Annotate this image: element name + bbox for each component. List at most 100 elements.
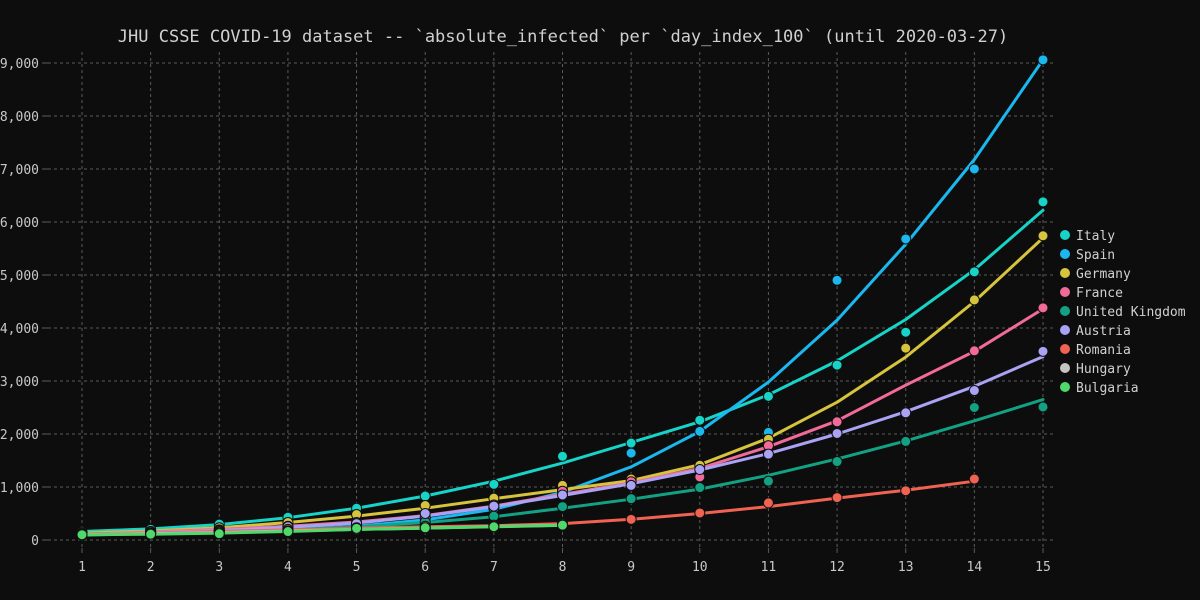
data-point-germany [900, 342, 912, 354]
legend-label-hungary: Hungary [1076, 362, 1131, 377]
data-point-spain [625, 447, 637, 459]
legend-label-austria: Austria [1076, 324, 1131, 339]
x-tick-label: 11 [761, 560, 777, 575]
legend-marker-bulgaria [1060, 382, 1070, 392]
x-tick-label: 5 [353, 560, 361, 575]
data-point-united-kingdom [488, 510, 500, 522]
y-tick-label: 5,000 [0, 269, 39, 284]
data-point-romania [625, 513, 637, 525]
x-tick-label: 4 [284, 560, 292, 575]
data-point-bulgaria [419, 522, 431, 534]
chart-title: JHU CSSE COVID-19 dataset -- `absolute_i… [118, 27, 1008, 47]
legend-marker-united-kingdom [1060, 306, 1070, 316]
data-point-spain [968, 163, 980, 175]
data-point-bulgaria [488, 521, 500, 533]
legend-marker-hungary [1060, 363, 1070, 373]
x-tick-label: 3 [215, 560, 223, 575]
data-point-united-kingdom [625, 493, 637, 505]
data-point-romania [831, 492, 843, 504]
data-point-italy [625, 437, 637, 449]
data-point-united-kingdom [968, 402, 980, 413]
data-point-italy [831, 359, 843, 371]
data-point-france [831, 416, 843, 428]
y-tick-label: 8,000 [0, 110, 39, 125]
data-point-united-kingdom [557, 501, 568, 513]
fit-line-bulgaria [80, 523, 564, 537]
legend-marker-austria [1060, 325, 1070, 335]
data-point-spain [694, 425, 706, 437]
data-point-germany [968, 294, 980, 306]
data-point-italy [488, 478, 500, 490]
data-point-france [1037, 302, 1049, 314]
legend-label-germany: Germany [1076, 267, 1131, 282]
y-tick-label: 0 [31, 534, 39, 549]
legend-marker-romania [1060, 344, 1070, 354]
data-point-bulgaria [557, 519, 568, 531]
data-point-austria [762, 448, 774, 460]
y-tick-label: 1,000 [0, 481, 39, 496]
y-tick-label: 9,000 [0, 57, 39, 72]
data-point-austria [968, 385, 980, 397]
data-point-romania [900, 485, 912, 497]
data-point-spain [1037, 54, 1049, 66]
data-point-united-kingdom [1037, 401, 1049, 413]
x-tick-label: 2 [147, 560, 155, 575]
data-point-germany [1037, 230, 1049, 242]
x-tick-label: 6 [421, 560, 429, 575]
data-point-united-kingdom [762, 475, 774, 487]
x-tick-label: 13 [898, 560, 914, 575]
x-tick-label: 7 [490, 560, 498, 575]
x-tick-label: 12 [829, 560, 845, 575]
data-point-spain [900, 233, 912, 245]
data-point-spain [831, 274, 843, 286]
legend-label-bulgaria: Bulgaria [1076, 381, 1139, 396]
y-tick-label: 6,000 [0, 216, 39, 231]
data-point-austria [900, 407, 912, 419]
x-tick-label: 8 [559, 560, 567, 575]
data-point-bulgaria [351, 522, 363, 534]
data-point-italy [419, 490, 431, 502]
data-point-italy [1037, 196, 1049, 208]
axis-ticks: 1 2 3 4 5 6 7 8 9 10 11 12 13 14 1501,0002,0003,0004,0… [0, 57, 1051, 575]
data-point-france [968, 345, 980, 357]
x-tick-label: 14 [967, 560, 983, 575]
data-point-united-kingdom [831, 456, 843, 468]
legend-label-romania: Romania [1076, 343, 1131, 358]
data-point-austria [1037, 345, 1049, 357]
data-point-bulgaria [76, 529, 88, 541]
y-tick-label: 2,000 [0, 428, 39, 443]
data-point-united-kingdom [694, 482, 706, 494]
data-point-austria [488, 500, 500, 512]
data-points [76, 54, 1049, 541]
legend-marker-spain [1060, 249, 1070, 259]
data-point-bulgaria [145, 528, 157, 540]
legend-label-spain: Spain [1076, 248, 1115, 263]
data-point-austria [419, 508, 431, 519]
data-point-romania [968, 473, 980, 485]
legend-label-united-kingdom: United Kingdom [1076, 305, 1186, 320]
legend-marker-france [1060, 287, 1070, 297]
data-point-austria [831, 427, 843, 439]
data-point-austria [694, 464, 706, 476]
data-point-italy [557, 450, 568, 462]
data-point-italy [900, 326, 912, 338]
y-tick-label: 3,000 [0, 375, 39, 390]
data-point-austria [625, 479, 637, 491]
data-point-bulgaria [282, 526, 294, 538]
y-tick-label: 7,000 [0, 163, 39, 178]
data-point-romania [694, 507, 706, 519]
data-point-italy [762, 390, 774, 402]
legend-marker-italy [1060, 230, 1070, 240]
y-tick-label: 4,000 [0, 322, 39, 337]
x-tick-label: 10 [692, 560, 708, 575]
data-point-united-kingdom [900, 435, 912, 447]
legend-marker-germany [1060, 268, 1070, 278]
data-point-italy [968, 266, 980, 278]
legend-label-france: France [1076, 286, 1123, 301]
data-point-austria [557, 489, 568, 501]
data-point-bulgaria [213, 528, 225, 540]
x-tick-label: 1 [78, 560, 86, 575]
data-point-romania [762, 497, 774, 509]
legend-label-italy: Italy [1076, 229, 1115, 244]
